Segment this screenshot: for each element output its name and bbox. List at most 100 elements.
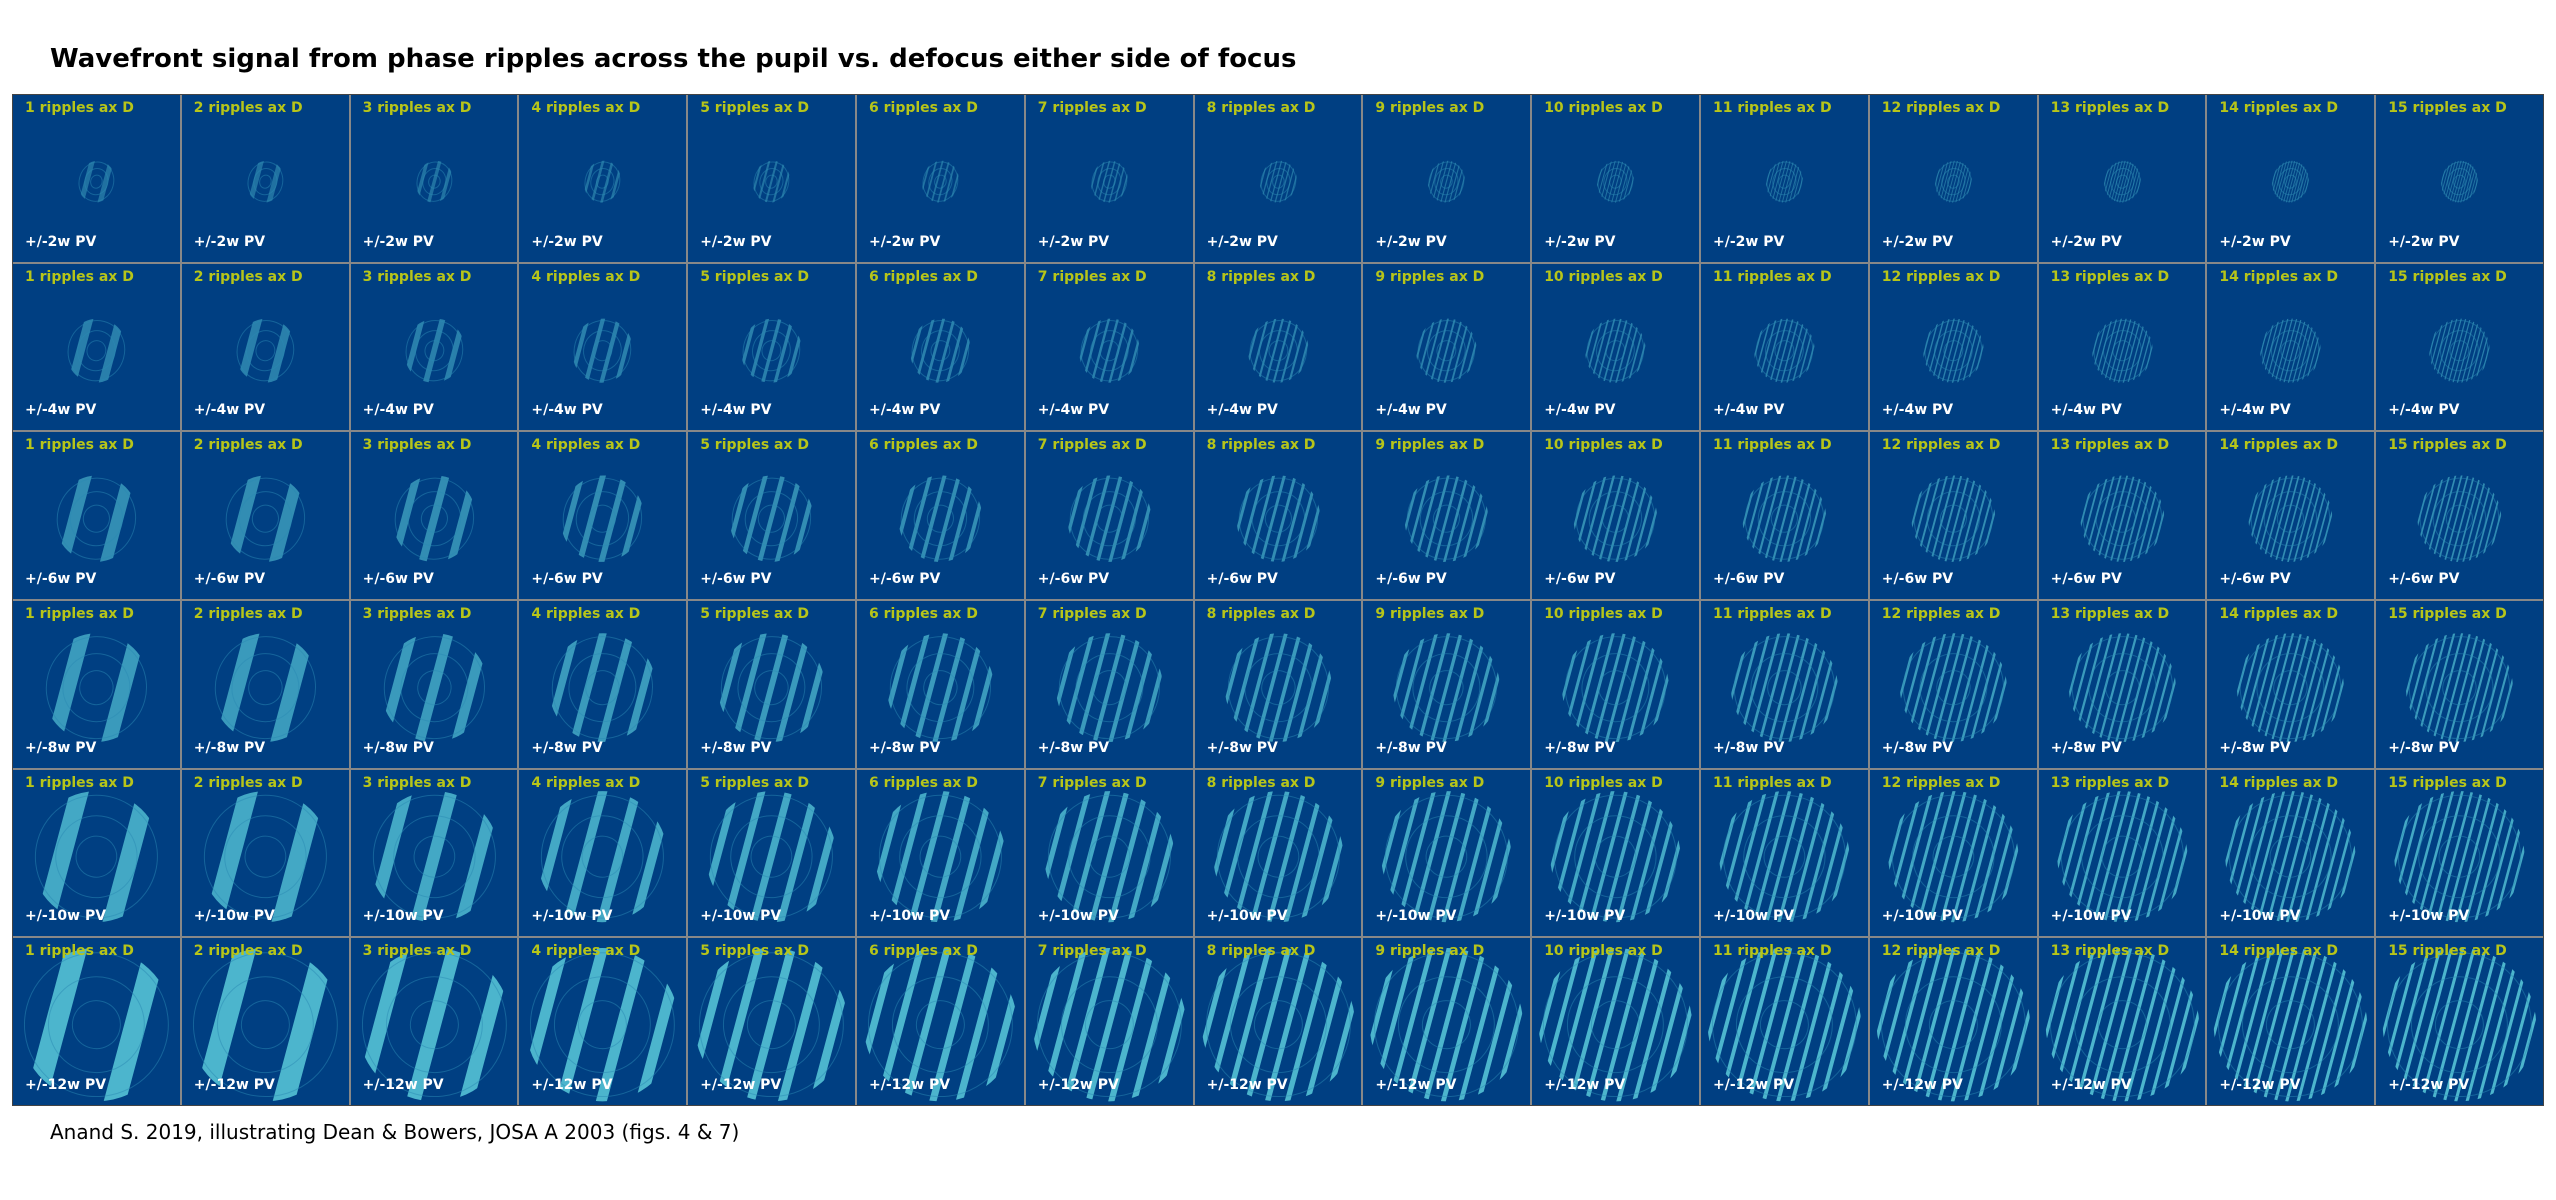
defocus-pv-label: +/-12w PV — [1206, 1077, 1288, 1093]
ripple-panel: 10 ripples ax D +/-8w PV — [1532, 601, 1699, 768]
defocus-pv-label: +/-8w PV — [2050, 739, 2122, 756]
defocus-pv-label: +/-6w PV — [869, 571, 941, 587]
ripple-count-label: 6 ripples ax D — [869, 437, 978, 454]
fringe-pattern-image — [1538, 776, 1693, 937]
defocus-pv-label: +/-10w PV — [2050, 908, 2132, 925]
ripple-panel: 12 ripples ax D +/-8w PV — [1869, 601, 2037, 768]
fringe-pattern-image — [2253, 311, 2329, 390]
defocus-pv-label: +/-4w PV — [2219, 402, 2291, 419]
ripple-count-label: 13 ripples ax D — [2050, 606, 2170, 622]
ripple-panel: 9 ripples ax D +/-10w PV — [1363, 769, 1531, 937]
ripple-count-label: 12 ripples ax D — [1881, 774, 2001, 791]
defocus-pv-label: +/-6w PV — [2050, 571, 2122, 587]
fringe-pattern-image — [1733, 466, 1836, 572]
fringe-pattern-image — [865, 776, 1015, 937]
ripple-panel: 4 ripples ax D +/-4w PV — [519, 263, 687, 431]
ripple-panel: 2 ripples ax D +/-10w PV — [181, 769, 349, 937]
fringe-pattern-image — [1532, 938, 1699, 1105]
fringe-pattern-image — [2408, 466, 2512, 572]
ripple-count-label: 4 ripples ax D — [531, 437, 641, 454]
ripple-panel: 4 ripples ax D +/-8w PV — [519, 601, 687, 768]
ripple-panel: 8 ripples ax D +/-4w PV — [1194, 263, 1362, 431]
ripple-panel: 10 ripples ax D +/-12w PV — [1532, 938, 1699, 1105]
defocus-pv-label: +/-8w PV — [25, 739, 97, 756]
defocus-pv-label: +/-4w PV — [700, 402, 772, 419]
fringe-pattern-image — [1396, 466, 1498, 572]
ripple-count-label: 4 ripples ax D — [531, 943, 641, 960]
ripple-panel: 7 ripples ax D +/-4w PV — [1025, 263, 1193, 431]
defocus-pv-label: +/-8w PV — [1881, 739, 1954, 756]
ripple-panel: 14 ripples ax D +/-2w PV — [2207, 95, 2375, 262]
ripple-count-label: 12 ripples ax D — [1881, 437, 2001, 454]
fringe-pattern-image — [1706, 776, 1863, 937]
defocus-pv-label: +/-12w PV — [1544, 1077, 1626, 1093]
ripple-panel: 2 ripples ax D +/-12w PV — [181, 938, 349, 1105]
ripple-count-label: 6 ripples ax D — [869, 774, 978, 791]
defocus-pv-label: +/-6w PV — [25, 571, 97, 587]
defocus-pv-label: +/-4w PV — [1881, 402, 1954, 419]
ripple-panel: 5 ripples ax D +/-8w PV — [688, 601, 855, 768]
fringe-pattern-image — [1382, 621, 1511, 755]
fringe-pattern-image — [736, 311, 807, 390]
defocus-pv-label: +/-2w PV — [2388, 233, 2460, 250]
ripple-panel: 10 ripples ax D +/-4w PV — [1532, 263, 1699, 431]
fringe-pattern-image — [389, 466, 478, 572]
ripple-panel: 4 ripples ax D +/-12w PV — [519, 938, 687, 1105]
ripple-panel: 12 ripples ax D +/-2w PV — [1869, 95, 2037, 262]
fringe-pattern-image — [1086, 156, 1133, 207]
ripple-panel: 6 ripples ax D +/-2w PV — [857, 95, 1024, 262]
fringe-pattern-image — [580, 156, 625, 207]
fringe-pattern-image — [67, 311, 126, 390]
defocus-pv-label: +/-10w PV — [700, 908, 782, 925]
defocus-pv-label: +/-8w PV — [1037, 739, 1110, 756]
ripple-count-label: 11 ripples ax D — [1713, 437, 1832, 454]
defocus-pv-label: +/-12w PV — [2050, 1077, 2132, 1093]
ripple-panel: 3 ripples ax D +/-4w PV — [350, 263, 518, 431]
fringe-pattern-image — [2070, 466, 2174, 572]
defocus-pv-label: +/-4w PV — [362, 402, 434, 419]
fringe-pattern-image — [2225, 621, 2356, 755]
fringe-pattern-image — [1214, 621, 1342, 755]
defocus-pv-label: +/-6w PV — [2219, 571, 2291, 587]
ripple-panel: 15 ripples ax D +/-4w PV — [2376, 263, 2543, 431]
fringe-pattern-image — [2098, 156, 2146, 207]
ripple-count-label: 4 ripples ax D — [531, 774, 641, 791]
ripple-count-label: 12 ripples ax D — [1881, 268, 2001, 285]
ripple-count-label: 2 ripples ax D — [193, 100, 303, 116]
ripple-panel: 6 ripples ax D +/-12w PV — [857, 938, 1024, 1105]
ripple-panel: 7 ripples ax D +/-10w PV — [1025, 769, 1193, 937]
ripple-panel: 12 ripples ax D +/-10w PV — [1869, 769, 2037, 937]
ripple-count-label: 3 ripples ax D — [362, 943, 472, 960]
ripple-panel: 1 ripples ax D +/-8w PV — [13, 601, 180, 768]
figure-title: Wavefront signal from phase ripples acro… — [50, 44, 1297, 74]
ripple-count-label: 12 ripples ax D — [1881, 943, 2001, 960]
defocus-pv-label: +/-10w PV — [1375, 908, 1457, 925]
ripple-count-label: 11 ripples ax D — [1713, 100, 1832, 116]
ripple-panel: 15 ripples ax D +/-2w PV — [2376, 95, 2543, 262]
defocus-pv-label: +/-2w PV — [531, 233, 603, 250]
defocus-pv-label: +/-12w PV — [1881, 1077, 1963, 1093]
fringe-pattern-image — [2084, 311, 2160, 390]
ripple-count-label: 15 ripples ax D — [2388, 437, 2507, 454]
ripple-count-label: 9 ripples ax D — [1375, 100, 1485, 116]
ripple-panel: 5 ripples ax D +/-12w PV — [688, 938, 855, 1105]
defocus-pv-label: +/-8w PV — [869, 739, 941, 756]
defocus-pv-label: +/-6w PV — [1544, 571, 1616, 587]
defocus-pv-label: +/-10w PV — [531, 908, 613, 925]
defocus-pv-label: +/-10w PV — [193, 908, 275, 925]
ripple-count-label: 8 ripples ax D — [1206, 774, 1316, 791]
defocus-pv-label: +/-2w PV — [869, 233, 941, 250]
fringe-pattern-image — [1564, 466, 1667, 572]
ripple-count-label: 9 ripples ax D — [1375, 774, 1485, 791]
fringe-pattern-image — [2436, 156, 2483, 207]
fringe-pattern-image — [2211, 776, 2370, 937]
ripple-count-label: 1 ripples ax D — [25, 268, 134, 285]
ripple-count-label: 3 ripples ax D — [362, 774, 472, 791]
fringe-pattern-image — [531, 776, 674, 937]
fringe-pattern-image — [556, 466, 649, 572]
fringe-pattern-image — [1901, 466, 2005, 572]
ripple-count-label: 5 ripples ax D — [700, 774, 810, 791]
ripple-count-label: 3 ripples ax D — [362, 268, 472, 285]
ripple-count-label: 9 ripples ax D — [1375, 268, 1485, 285]
fringe-pattern-image — [1869, 938, 2037, 1105]
